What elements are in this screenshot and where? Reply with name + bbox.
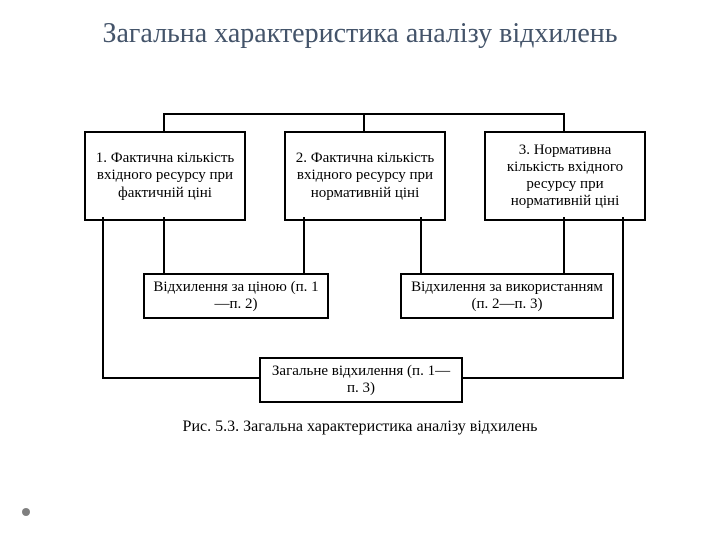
- node-label: Відхилення за використанням (п. 2—п. 3): [402, 277, 612, 316]
- node-label: 3. Нормативна кількість вхідного ресурсу…: [486, 140, 644, 213]
- connector-n3-to-total-h: [459, 377, 624, 379]
- slide: Загальна характеристика аналізу відхилен…: [0, 0, 720, 540]
- node-label: Загальне відхилення (п. 1—п. 3): [261, 361, 461, 400]
- connector-n2-down-left: [303, 217, 305, 273]
- figure-caption-text: Рис. 5.3. Загальна характеристика аналіз…: [183, 418, 538, 435]
- slide-title: Загальна характеристика аналізу відхилен…: [0, 18, 720, 50]
- connector-top-to-n1: [163, 113, 165, 131]
- slide-title-text: Загальна характеристика аналізу відхилен…: [102, 18, 617, 49]
- node-actual-qty-actual-price: 1. Фактична кількість вхідного ресурсу п…: [84, 131, 246, 221]
- node-total-variance: Загальне відхилення (п. 1—п. 3): [259, 357, 463, 403]
- connector-n3-down: [563, 217, 565, 273]
- node-actual-qty-standard-price: 2. Фактична кількість вхідного ресурсу п…: [284, 131, 446, 221]
- connector-n1-down: [163, 217, 165, 273]
- connector-n1-to-total-v: [102, 217, 104, 377]
- connector-n3-to-total-v: [622, 217, 624, 377]
- connector-n1-to-total-h: [102, 377, 259, 379]
- node-label: 1. Фактична кількість вхідного ресурсу п…: [86, 148, 244, 204]
- node-price-variance: Відхилення за ціною (п. 1—п. 2): [143, 273, 329, 319]
- node-label: 2. Фактична кількість вхідного ресурсу п…: [286, 148, 444, 204]
- node-label: Відхилення за ціною (п. 1—п. 2): [145, 277, 327, 316]
- connector-n2-down-right: [420, 217, 422, 273]
- connector-top-to-n2: [363, 113, 365, 131]
- node-usage-variance: Відхилення за використанням (п. 2—п. 3): [400, 273, 614, 319]
- node-standard-qty-standard-price: 3. Нормативна кількість вхідного ресурсу…: [484, 131, 646, 221]
- figure-caption: Рис. 5.3. Загальна характеристика аналіз…: [0, 418, 720, 436]
- connector-top-to-n3: [563, 113, 565, 131]
- slide-bullet-icon: [22, 508, 30, 516]
